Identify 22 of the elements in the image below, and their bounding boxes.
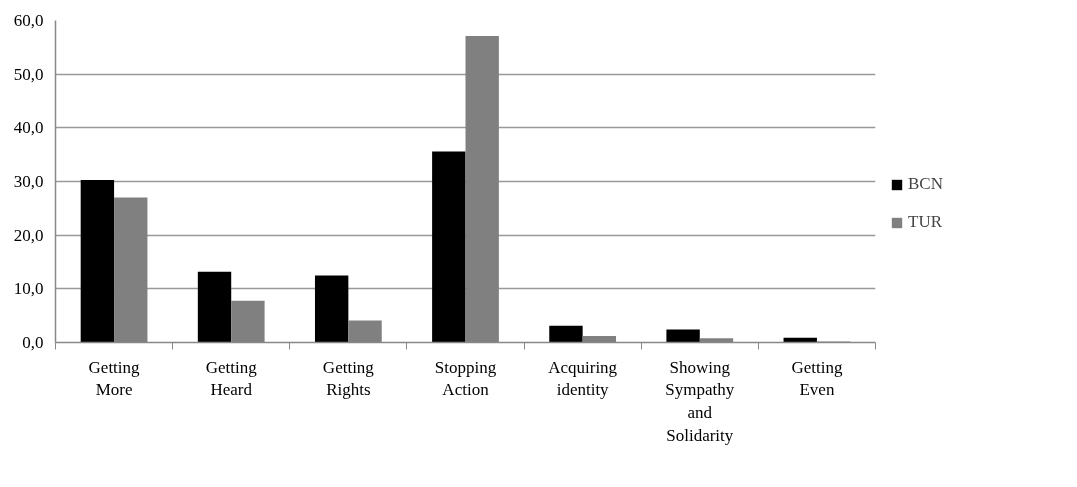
y-tick-label: 40,0	[13, 118, 44, 138]
y-tick-label: 30,0	[13, 172, 44, 191]
y-tick-label: 20,0	[13, 225, 44, 245]
bar	[549, 325, 583, 343]
x-tick-label: Stopping Action	[434, 357, 497, 400]
bar	[197, 271, 232, 343]
y-tick-label: 60,0	[13, 11, 44, 30]
bar	[666, 329, 700, 343]
legend-label: BCN	[908, 174, 943, 194]
y-tick-label: 0,0	[22, 333, 44, 352]
y-tick-label: 10,0	[13, 279, 44, 299]
x-tick-label: Getting Rights	[322, 357, 375, 400]
bar	[432, 151, 466, 343]
bar	[314, 275, 349, 343]
legend-label: TUR	[908, 212, 942, 232]
x-tick-label: Getting More	[88, 357, 141, 400]
bar	[80, 179, 115, 343]
x-tick-label: Acquiring identity	[548, 357, 618, 400]
x-tick-label: Getting Even	[791, 357, 843, 400]
x-tick-label: Getting Heard	[205, 357, 258, 400]
y-tick-label: 50,0	[13, 64, 44, 84]
x-tick-label: Showing Sympathy and Solidarity	[665, 357, 735, 445]
